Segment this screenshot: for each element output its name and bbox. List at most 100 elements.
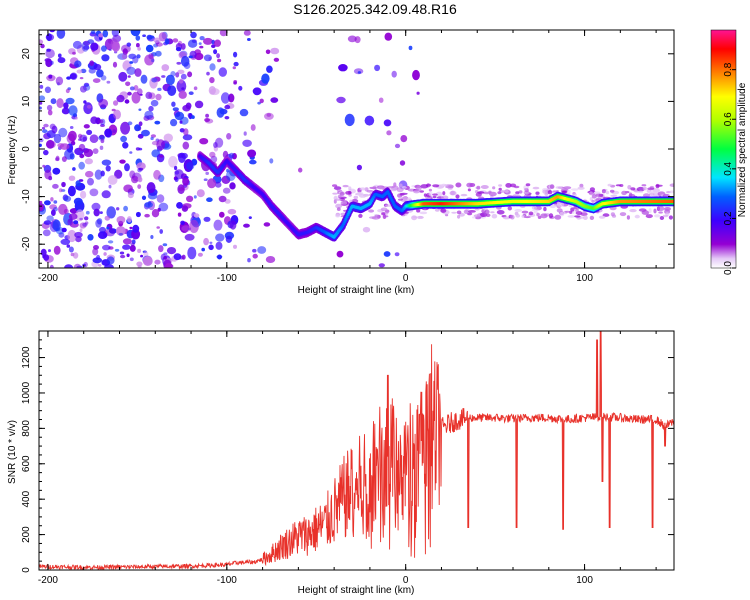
noise-speck <box>136 43 140 48</box>
ridge-core <box>671 199 674 203</box>
noise-speck <box>336 96 346 104</box>
noise-speck <box>211 44 216 48</box>
noise-speck <box>107 240 114 244</box>
noise-speck <box>61 156 67 163</box>
haze-speck <box>595 193 602 197</box>
noise-speck <box>222 187 231 194</box>
noise-speck <box>181 205 189 212</box>
noise-speck <box>64 264 74 268</box>
haze-speck <box>419 211 428 215</box>
noise-speck <box>229 182 236 190</box>
noise-speck <box>56 30 66 39</box>
haze-speck <box>601 189 606 194</box>
noise-speck <box>170 71 176 77</box>
noise-speck <box>190 31 197 39</box>
noise-speck <box>40 248 47 256</box>
noise-speck <box>83 148 94 158</box>
haze-speck <box>399 193 405 196</box>
y-tick-label: 1000 <box>21 381 32 404</box>
noise-speck <box>141 129 150 137</box>
noise-speck <box>416 91 420 95</box>
noise-speck <box>129 61 134 64</box>
haze-speck <box>419 190 424 193</box>
noise-speck <box>158 245 164 253</box>
noise-speck <box>206 197 213 202</box>
noise-speck <box>85 170 94 178</box>
noise-speck <box>159 229 163 234</box>
haze-speck <box>548 213 554 219</box>
noise-speck <box>374 64 381 72</box>
noise-speck <box>91 202 101 211</box>
noise-speck <box>67 218 73 226</box>
haze-speck <box>515 213 521 218</box>
haze-speck <box>547 190 553 195</box>
noise-speck <box>121 53 128 60</box>
haze-speck <box>615 184 622 187</box>
noise-speck <box>75 209 85 222</box>
noise-speck <box>233 51 238 58</box>
noise-speck <box>64 149 74 160</box>
noise-speck <box>180 73 187 80</box>
noise-speck <box>93 208 100 217</box>
noise-speck <box>154 120 161 125</box>
noise-speck <box>136 261 143 267</box>
noise-speck <box>79 153 85 159</box>
haze-speck <box>668 215 674 220</box>
y-tick-label: 20 <box>21 48 32 60</box>
noise-speck <box>174 165 178 171</box>
noise-speck <box>151 58 155 63</box>
noise-speck <box>102 30 109 38</box>
noise-speck <box>172 107 179 112</box>
noise-speck <box>96 254 101 260</box>
haze-speck <box>335 203 342 209</box>
haze-speck <box>535 191 540 195</box>
noise-speck <box>145 44 154 53</box>
noise-speck <box>55 76 64 86</box>
haze-speck <box>507 206 512 211</box>
haze-speck <box>467 188 471 192</box>
noise-speck <box>49 123 56 130</box>
noise-speck <box>67 185 76 197</box>
noise-speck <box>186 161 195 171</box>
noise-speck <box>243 131 247 136</box>
noise-speck <box>39 143 42 147</box>
noise-speck <box>270 47 280 55</box>
noise-speck <box>110 38 120 51</box>
noise-speck <box>233 244 237 249</box>
noise-speck <box>46 139 55 149</box>
noise-speck <box>184 233 195 241</box>
haze-speck <box>472 216 476 219</box>
noise-speck <box>44 200 51 206</box>
haze-speck <box>629 209 637 213</box>
noise-speck <box>163 255 167 260</box>
haze-speck <box>466 182 473 188</box>
noise-speck <box>52 167 61 175</box>
noise-speck <box>140 74 148 84</box>
noise-speck <box>68 246 74 253</box>
noise-speck <box>259 98 264 104</box>
noise-speck <box>133 85 139 91</box>
noise-speck <box>89 188 99 197</box>
noise-speck <box>157 87 162 91</box>
noise-speck <box>98 33 104 38</box>
noise-speck <box>228 152 235 159</box>
haze-speck <box>540 213 548 219</box>
y-tick-label: 10 <box>21 95 32 107</box>
noise-speck <box>129 257 134 262</box>
noise-speck <box>59 143 70 150</box>
noise-speck <box>266 65 273 73</box>
noise-speck <box>177 212 182 217</box>
noise-speck <box>72 40 82 49</box>
noise-speck <box>135 35 141 41</box>
noise-speck <box>147 200 152 206</box>
noise-speck <box>50 197 54 202</box>
noise-speck <box>116 216 126 224</box>
noise-speck <box>193 213 200 218</box>
noise-speck <box>119 251 125 255</box>
noise-speck <box>66 244 71 248</box>
haze-speck <box>610 212 616 217</box>
noise-speck <box>182 177 190 186</box>
noise-speck <box>148 53 154 60</box>
haze-speck <box>609 189 615 193</box>
